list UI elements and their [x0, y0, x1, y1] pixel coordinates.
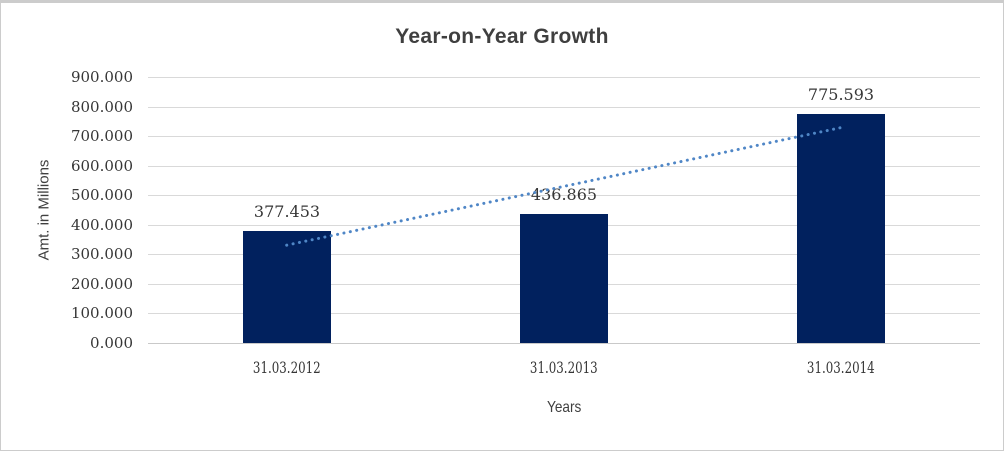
- y-tick-label: 400.000: [70, 216, 133, 234]
- chart-title: Year-on-Year Growth: [395, 25, 609, 48]
- gridline: [148, 107, 980, 108]
- gridline: [148, 195, 980, 196]
- x-tick-label: 31.03.2012: [197, 358, 377, 377]
- bar-31.03.2014: [797, 114, 885, 343]
- y-tick-label: 600.000: [70, 157, 133, 175]
- y-tick-label: 900.000: [70, 68, 133, 86]
- bar-31.03.2012: [243, 231, 331, 343]
- y-tick-label: 800.000: [70, 98, 133, 116]
- trendline: [285, 126, 843, 247]
- gridline: [148, 136, 980, 137]
- x-tick-label-text: 31.03.2014: [807, 358, 875, 377]
- x-axis-title-text: Years: [546, 399, 582, 416]
- bar-value-label: 775.593: [807, 85, 875, 104]
- x-axis-line: [148, 343, 980, 344]
- y-tick-label: 100.000: [70, 304, 133, 322]
- x-tick-label-text: 31.03.2012: [253, 358, 321, 377]
- bar-31.03.2013: [520, 214, 608, 343]
- y-tick-label: 200.000: [70, 275, 133, 293]
- x-tick-label: 31.03.2014: [751, 358, 931, 377]
- y-tick-label: 500.000: [70, 186, 133, 204]
- x-tick-label: 31.03.2013: [474, 358, 654, 377]
- bar-value-label: 377.453: [253, 202, 321, 221]
- y-tick-label: 0.000: [90, 334, 133, 352]
- x-tick-label-text: 31.03.2013: [530, 358, 598, 377]
- y-tick-label: 700.000: [70, 127, 133, 145]
- y-tick-label: 300.000: [70, 245, 133, 263]
- x-axis-title: Years: [484, 399, 644, 417]
- gridline: [148, 77, 980, 78]
- gridline: [148, 166, 980, 167]
